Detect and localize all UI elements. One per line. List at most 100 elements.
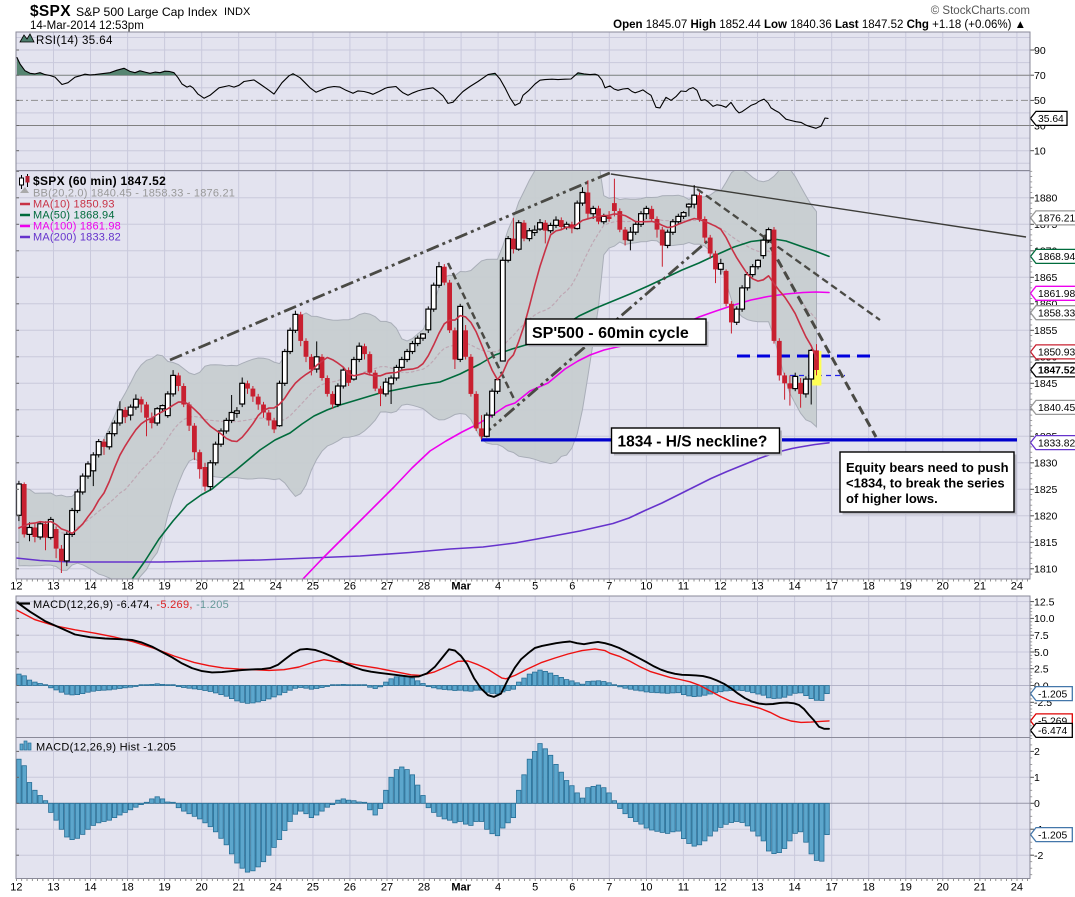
svg-text:1: 1 <box>1034 772 1040 784</box>
svg-text:$SPX (60 min) 1847.52: $SPX (60 min) 1847.52 <box>33 174 166 188</box>
svg-text:S&P 500 Large Cap Index: S&P 500 Large Cap Index <box>76 5 217 19</box>
svg-text:4: 4 <box>495 882 501 894</box>
svg-text:Open 1845.07 High 1852.44 Low: Open 1845.07 High 1852.44 Low 1840.36 La… <box>613 19 1026 31</box>
svg-text:18: 18 <box>121 581 133 593</box>
svg-text:1865: 1865 <box>1034 272 1058 284</box>
svg-text:28: 28 <box>418 882 430 894</box>
svg-text:1858.33: 1858.33 <box>1038 309 1075 320</box>
svg-text:7: 7 <box>606 882 612 894</box>
svg-text:6: 6 <box>569 581 575 593</box>
svg-text:1834 - H/S neckline?: 1834 - H/S neckline? <box>618 433 768 450</box>
svg-text:13: 13 <box>751 581 763 593</box>
svg-text:of higher lows.: of higher lows. <box>846 491 938 506</box>
svg-text:MA(200) 1833.82: MA(200) 1833.82 <box>33 232 121 244</box>
svg-text:10: 10 <box>640 882 652 894</box>
svg-text:14: 14 <box>84 882 96 894</box>
svg-text:1861.98: 1861.98 <box>1038 289 1075 300</box>
svg-text:14: 14 <box>788 882 800 894</box>
svg-text:11: 11 <box>678 882 689 894</box>
svg-text:-6.474: -6.474 <box>1038 726 1067 737</box>
svg-text:4: 4 <box>495 581 501 593</box>
svg-text:1847.52: 1847.52 <box>1038 366 1075 377</box>
svg-text:MA(10) 1850.93: MA(10) 1850.93 <box>33 199 115 211</box>
svg-text:20: 20 <box>196 882 208 894</box>
svg-text:MACD(12,26,9) Hist -1.205: MACD(12,26,9) Hist -1.205 <box>36 742 176 754</box>
svg-text:10: 10 <box>1034 146 1046 158</box>
svg-text:19: 19 <box>158 581 170 593</box>
svg-text:2: 2 <box>1034 746 1040 758</box>
svg-text:21: 21 <box>233 581 245 593</box>
svg-text:21: 21 <box>974 581 986 593</box>
svg-text:12: 12 <box>714 882 726 894</box>
svg-text:27: 27 <box>381 882 393 894</box>
svg-text:1855: 1855 <box>1034 325 1058 337</box>
svg-text:MACD(12,26,9) -6.474, -5.269,: MACD(12,26,9) -6.474, -5.269, -1.205 <box>33 599 229 611</box>
svg-text:10: 10 <box>640 581 652 593</box>
svg-text:35.64: 35.64 <box>1038 114 1064 125</box>
svg-text:12.5: 12.5 <box>1034 596 1055 608</box>
svg-text:14-Mar-2014 12:53pm: 14-Mar-2014 12:53pm <box>30 20 144 32</box>
svg-text:18: 18 <box>863 882 875 894</box>
svg-text:21: 21 <box>974 882 986 894</box>
svg-text:SP'500 - 60min cycle: SP'500 - 60min cycle <box>532 325 689 342</box>
svg-text:<1834, to break the series: <1834, to break the series <box>846 476 1005 491</box>
svg-text:10.0: 10.0 <box>1034 613 1055 625</box>
svg-text:25: 25 <box>307 882 319 894</box>
svg-text:1815: 1815 <box>1034 537 1058 549</box>
svg-text:19: 19 <box>900 882 912 894</box>
svg-text:24: 24 <box>270 581 282 593</box>
svg-text:20: 20 <box>937 882 949 894</box>
svg-text:-1.205: -1.205 <box>1038 689 1067 700</box>
svg-text:27: 27 <box>381 581 393 593</box>
svg-text:BB(20,2.0) 1840.45 - 1858.33 -: BB(20,2.0) 1840.45 - 1858.33 - 1876.21 <box>33 188 235 200</box>
svg-text:-2: -2 <box>1034 850 1043 862</box>
svg-text:1810: 1810 <box>1034 564 1058 576</box>
svg-text:1850.93: 1850.93 <box>1038 348 1075 359</box>
svg-text:13: 13 <box>47 882 59 894</box>
svg-text:14: 14 <box>788 581 800 593</box>
svg-text:19: 19 <box>900 581 912 593</box>
svg-text:7: 7 <box>606 581 612 593</box>
svg-text:1840.45: 1840.45 <box>1038 403 1075 414</box>
svg-text:24: 24 <box>1011 581 1023 593</box>
svg-text:24: 24 <box>270 882 282 894</box>
svg-text:12: 12 <box>10 581 22 593</box>
svg-text:18: 18 <box>863 581 875 593</box>
svg-text:1880: 1880 <box>1034 193 1058 205</box>
svg-text:90: 90 <box>1034 45 1046 57</box>
svg-text:21: 21 <box>233 882 245 894</box>
svg-text:© StockCharts.com: © StockCharts.com <box>931 5 1030 17</box>
svg-text:$SPX: $SPX <box>30 3 71 20</box>
svg-text:14: 14 <box>84 581 96 593</box>
svg-text:0: 0 <box>1034 798 1040 810</box>
svg-text:12: 12 <box>10 882 22 894</box>
svg-text:-5.269: -5.269 <box>1038 717 1067 728</box>
svg-text:1833.82: 1833.82 <box>1038 438 1075 449</box>
svg-text:11: 11 <box>678 581 689 593</box>
svg-text:30: 30 <box>1034 120 1046 132</box>
svg-text:50: 50 <box>1034 95 1046 107</box>
svg-text:28: 28 <box>418 581 430 593</box>
svg-text:25: 25 <box>307 581 319 593</box>
svg-text:1825: 1825 <box>1034 484 1058 496</box>
svg-text:26: 26 <box>344 882 356 894</box>
svg-text:20: 20 <box>196 581 208 593</box>
svg-text:70: 70 <box>1034 70 1046 82</box>
svg-text:20: 20 <box>937 581 949 593</box>
svg-text:6: 6 <box>569 882 575 894</box>
svg-text:19: 19 <box>158 882 170 894</box>
svg-text:5: 5 <box>532 581 538 593</box>
svg-text:RSI(14) 35.64: RSI(14) 35.64 <box>36 35 113 47</box>
svg-text:1845: 1845 <box>1034 378 1058 390</box>
svg-text:2.5: 2.5 <box>1034 664 1049 676</box>
svg-text:5.0: 5.0 <box>1034 647 1049 659</box>
svg-text:-1.205: -1.205 <box>1038 830 1067 841</box>
svg-text:Equity bears need to push: Equity bears need to push <box>846 460 1009 475</box>
svg-text:INDX: INDX <box>224 6 251 18</box>
svg-text:Mar: Mar <box>451 581 471 593</box>
svg-text:17: 17 <box>826 581 838 593</box>
svg-text:18: 18 <box>121 882 133 894</box>
svg-text:1868.94: 1868.94 <box>1038 252 1075 263</box>
svg-text:5: 5 <box>532 882 538 894</box>
svg-text:7.5: 7.5 <box>1034 630 1049 642</box>
